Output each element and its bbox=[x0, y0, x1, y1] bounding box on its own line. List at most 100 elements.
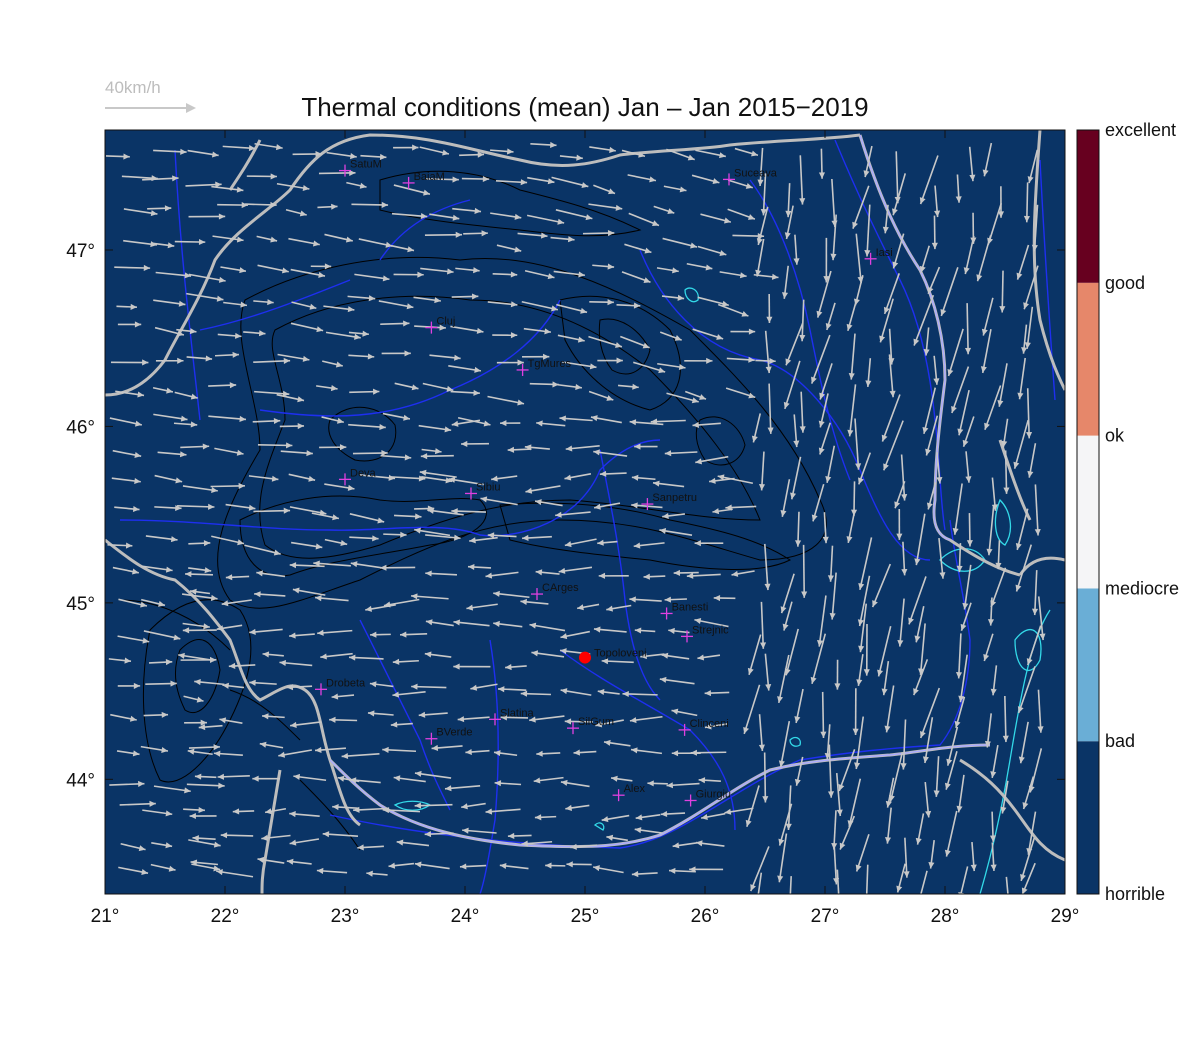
wind-arrow bbox=[946, 726, 959, 766]
wind-arrow bbox=[524, 269, 555, 280]
wind-arrow bbox=[388, 862, 415, 869]
wind-arrow bbox=[523, 327, 552, 335]
wind-arrow bbox=[816, 595, 827, 647]
wind-arrow bbox=[627, 174, 657, 183]
wind-arrow bbox=[566, 861, 592, 868]
wind-arrow bbox=[881, 661, 890, 696]
wind-arrow bbox=[180, 443, 210, 450]
city-marker: BaiaM bbox=[402, 171, 445, 189]
wind-arrow bbox=[450, 389, 480, 396]
wind-arrow bbox=[496, 359, 524, 366]
wind-arrow bbox=[938, 538, 946, 579]
wind-arrow bbox=[256, 235, 278, 243]
wind-arrow bbox=[689, 866, 724, 873]
wind-arrow bbox=[317, 203, 338, 210]
wind-arrow bbox=[348, 353, 375, 360]
wind-arrow bbox=[686, 572, 721, 579]
lon-tick-label: 22° bbox=[211, 906, 240, 927]
wind-arrow bbox=[1015, 544, 1033, 592]
wind-arrow bbox=[588, 203, 623, 211]
wind-arrow bbox=[755, 357, 776, 365]
wind-arrow bbox=[382, 807, 421, 814]
wind-arrow bbox=[1037, 596, 1046, 641]
wind-arrow bbox=[659, 331, 682, 341]
wind-arrow bbox=[154, 474, 183, 484]
wind-arrow bbox=[492, 332, 518, 339]
wind-arrow bbox=[695, 455, 729, 465]
wind-arrow bbox=[818, 148, 825, 179]
wind-arrow bbox=[970, 841, 977, 872]
wind-arrow bbox=[420, 267, 454, 275]
wind-arrow bbox=[153, 299, 186, 307]
wind-arrow bbox=[187, 748, 213, 756]
wind-arrow bbox=[653, 205, 675, 215]
wind-arrow bbox=[838, 749, 856, 792]
wind-arrow bbox=[257, 442, 293, 449]
wind-arrow bbox=[280, 450, 313, 457]
wind-arrow bbox=[784, 205, 794, 240]
wind-arrow bbox=[117, 321, 142, 328]
wind-arrow bbox=[536, 420, 566, 427]
wind-arrow bbox=[228, 662, 256, 669]
wind-arrow bbox=[425, 534, 461, 541]
wind-arrow bbox=[780, 573, 795, 614]
wind-arrow bbox=[947, 328, 964, 377]
wind-arrow bbox=[140, 745, 169, 754]
danube-outline bbox=[329, 134, 991, 848]
wind-arrow bbox=[380, 320, 410, 327]
wind-arrow bbox=[565, 445, 600, 452]
wind-arrow bbox=[690, 749, 727, 756]
wind-arrow bbox=[253, 507, 291, 514]
wind-arrow bbox=[393, 513, 422, 520]
wind-arrow bbox=[154, 504, 182, 512]
lon-tick-label: 21° bbox=[91, 906, 120, 927]
wind-arrow bbox=[186, 292, 224, 302]
wind-arrow bbox=[980, 329, 992, 374]
lat-tick-label: 47° bbox=[66, 241, 95, 262]
wind-arrow bbox=[922, 717, 934, 764]
wind-arrow bbox=[650, 418, 686, 425]
wind-arrow bbox=[588, 335, 623, 348]
wind-arrow bbox=[952, 483, 963, 535]
wind-arrow bbox=[936, 452, 943, 484]
wind-arrow bbox=[348, 654, 384, 661]
wind-arrow bbox=[495, 179, 528, 186]
wind-arrow bbox=[643, 573, 666, 580]
wind-arrow bbox=[668, 627, 690, 634]
wind-arrow bbox=[631, 871, 658, 878]
wind-arrow bbox=[414, 527, 451, 537]
wind-arrow bbox=[990, 665, 998, 696]
wind-arrow bbox=[666, 392, 699, 404]
wind-arrow bbox=[672, 841, 701, 849]
wind-arrow bbox=[152, 242, 175, 249]
wind-arrow bbox=[564, 538, 597, 548]
wind-arrow bbox=[879, 298, 894, 343]
wind-arrow bbox=[108, 657, 132, 664]
wind-arrow bbox=[424, 831, 454, 838]
wind-arrow bbox=[634, 627, 656, 634]
city-label: SilGum bbox=[578, 716, 614, 728]
wind-arrow bbox=[931, 215, 938, 250]
wind-arrow bbox=[358, 238, 393, 248]
wind-arrow bbox=[217, 773, 250, 780]
wind-arrow bbox=[143, 711, 169, 718]
wind-arrow bbox=[116, 750, 140, 757]
city-label: BaiaM bbox=[414, 171, 445, 183]
wind-arrow bbox=[313, 560, 351, 567]
city-label: CArges bbox=[542, 582, 579, 594]
wind-arrow bbox=[257, 264, 289, 274]
wind-arrow bbox=[352, 450, 388, 457]
wind-arrow bbox=[424, 651, 452, 658]
wind-arrow bbox=[1025, 388, 1033, 439]
target-location-label: Topoloveni bbox=[594, 648, 647, 660]
wind-arrow bbox=[354, 273, 390, 282]
wind-arrow bbox=[822, 512, 829, 544]
wind-arrow bbox=[635, 814, 661, 821]
wind-arrow bbox=[360, 153, 387, 160]
wind-arrow bbox=[425, 570, 458, 577]
wind-arrow bbox=[846, 301, 857, 332]
wind-arrow bbox=[793, 414, 800, 448]
city-label: BVerde bbox=[436, 727, 472, 739]
wind-arrow bbox=[767, 383, 774, 434]
